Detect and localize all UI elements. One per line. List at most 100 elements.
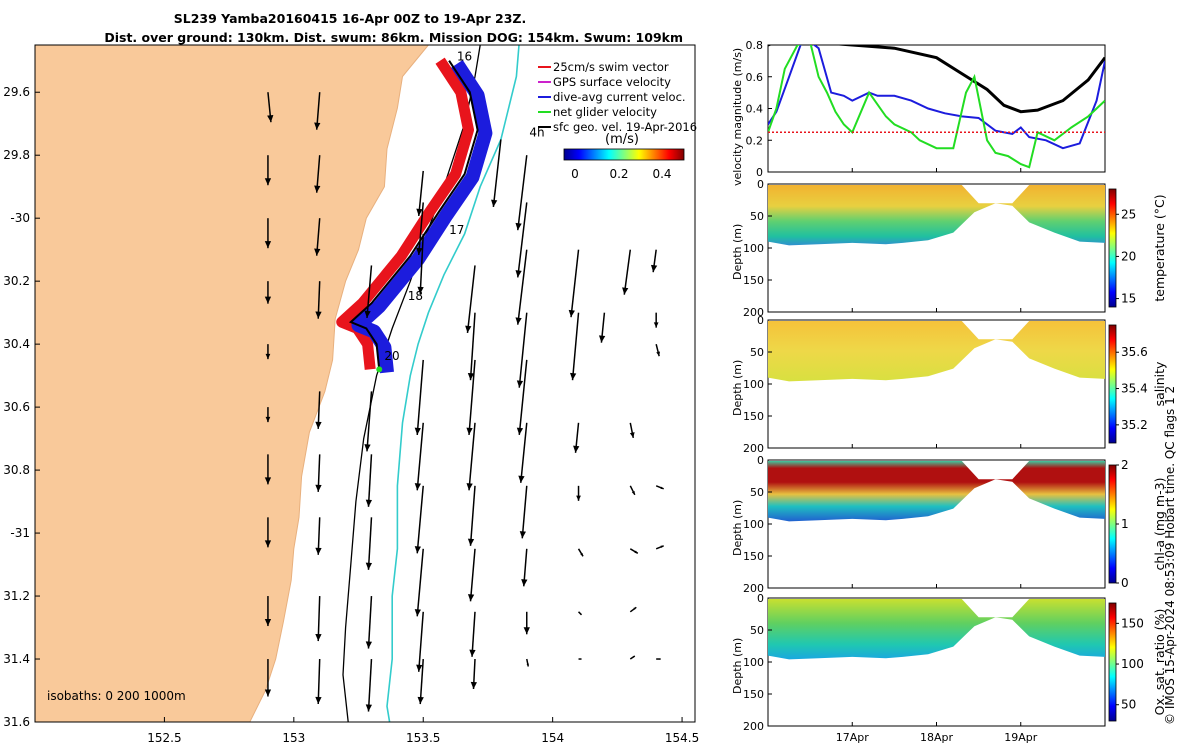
velocity-y-tick-label: 0.8 (746, 39, 764, 52)
section-y-tick-label: 200 (743, 306, 764, 319)
current-vector-arrow (314, 218, 321, 256)
current-vector-arrow (655, 343, 661, 357)
current-vector-arrow (576, 485, 581, 501)
section-y-tick-label: 150 (743, 410, 764, 423)
current-vector-arrow (516, 359, 528, 435)
colorbar-tick-label: 35.4 (1121, 382, 1148, 396)
current-vector-arrow (364, 391, 373, 452)
current-vector-arrow (578, 658, 582, 660)
map-x-tick-label: 153 (282, 731, 305, 745)
map-y-tick-label: 31.6 (3, 715, 30, 729)
current-vector-arrow (265, 407, 271, 423)
section-y-tick-label: 100 (743, 242, 764, 255)
current-vector-arrow (650, 249, 658, 273)
velocity-y-tick-label: 0.2 (746, 134, 764, 147)
section-surface-gap (961, 185, 1030, 204)
current-vector-arrow (491, 139, 502, 208)
velocity-panel: 0 0.2 0.4 0.6 0.8 velocity magnitude (m/s) (731, 39, 1106, 186)
map-x-tick-label: 153.5 (406, 731, 440, 745)
section-y-tick-label: 150 (743, 550, 764, 563)
colorbar-label: Ox. sat. ratio (%) (1152, 609, 1167, 716)
velocity-series-diveavg (768, 45, 1105, 150)
current-vector-arrow (629, 548, 639, 554)
track-end-marker (376, 366, 383, 373)
current-vector-arrow (598, 312, 606, 343)
current-vector-arrow (414, 359, 424, 435)
current-vector-arrow (629, 422, 635, 439)
map-x-tick-label: 154 (541, 731, 564, 745)
section-data-field (768, 599, 1105, 660)
current-vector-arrow (315, 281, 322, 319)
current-vector-arrow (315, 454, 322, 492)
current-vector-arrow (264, 454, 272, 485)
section-y-tick-label: 100 (743, 378, 764, 391)
velocity-series-net (768, 45, 1105, 169)
current-vector-arrow (656, 658, 661, 660)
section-y-tick-label: 150 (743, 688, 764, 701)
map-panel: 152.5 153 153.5 154 154.5 29.6 29.8 -30 30.2 30.… (3, 44, 699, 745)
salinity-section: 0 50 100 150 200 Depth (m) 35.2 35.4 35.6 salinit… (731, 314, 1167, 455)
current-vector-arrow (265, 344, 271, 360)
colorbar-tick-label: 150 (1121, 616, 1144, 630)
current-vector-arrow (577, 611, 583, 616)
map-frame (34, 44, 696, 723)
colorbar-tick-label: 2 (1121, 458, 1129, 472)
section-ylabel: Depth (m) (731, 638, 744, 694)
current-vector-arrow (417, 658, 424, 705)
colorbar-label: chl-a (mg m-3) (1152, 478, 1167, 571)
isobath-1000m (386, 45, 520, 722)
current-vector-arrow (414, 485, 424, 554)
section-ylabel: Depth (m) (731, 500, 744, 556)
current-vector-arrow (469, 611, 476, 657)
time-tick-label: 19Apr (1004, 731, 1038, 744)
current-vector-arrow (629, 485, 636, 496)
track-day-label: 17 (449, 223, 464, 237)
map-y-tick-label: 30.4 (3, 337, 30, 351)
legend-dive-avg: dive-avg current veloc. (553, 90, 686, 104)
map-colorbar-gradient (563, 148, 685, 161)
colorbar-label: temperature (°C) (1152, 194, 1167, 301)
current-vector-arrow (515, 202, 528, 278)
track-day-label: 18 (408, 289, 423, 303)
section-y-tick-label: 0 (757, 592, 764, 605)
current-vector-arrow (519, 485, 528, 539)
current-vector-arrow (414, 548, 424, 617)
current-vector-arrow (315, 517, 322, 555)
current-vectors (264, 92, 664, 712)
current-vector-arrow (518, 422, 528, 483)
legend-gps-velocity: GPS surface velocity (553, 75, 671, 89)
section-y-tick-label: 50 (750, 346, 764, 359)
current-vector-arrow (568, 249, 580, 318)
section-y-tick-label: 50 (750, 210, 764, 223)
current-vector-arrow (523, 611, 530, 635)
map-y-tick-label: 30.2 (3, 274, 30, 288)
current-vector-arrow (467, 548, 476, 602)
current-vector-arrow (466, 359, 476, 435)
current-vector-arrow (526, 658, 530, 667)
current-vector-arrow (414, 422, 424, 491)
current-vector-arrow (577, 548, 584, 557)
section-colorbar (1108, 188, 1117, 308)
map-colorbar-tick: 0.2 (609, 167, 628, 181)
map-y-tick-label: 30.8 (3, 463, 30, 477)
velocity-ylabel: velocity magnitude (m/s) (731, 48, 744, 186)
current-vector-arrow (521, 548, 528, 587)
section-data-field (768, 461, 1105, 522)
section-surface-gap (961, 321, 1030, 340)
copyright-notice: © IMOS 15-Apr-2024 08:53:09 Hobart time.… (1163, 385, 1177, 725)
colorbar-tick-label: 50 (1121, 698, 1136, 712)
temperature-section: 0 50 100 150 200 Depth (m) 15 20 25 temperature (… (731, 178, 1167, 319)
track-day-label: 16 (457, 50, 472, 64)
dive-avg-band (351, 60, 493, 374)
current-vector-arrow (365, 596, 373, 649)
colorbar-label: salinity (1152, 361, 1167, 406)
velocity-y-tick-label: 0.4 (746, 103, 764, 116)
velocity-series-sfc (768, 45, 1105, 114)
map-y-tick-label: 30.6 (3, 400, 30, 414)
map-x-tick-label: 154.5 (665, 731, 699, 745)
section-colorbar (1108, 464, 1117, 584)
section-y-tick-label: 50 (750, 486, 764, 499)
velocity-y-tick-label: 0 (756, 166, 763, 179)
map-colorbar-tick: 0 (571, 167, 579, 181)
current-vector-arrow (315, 596, 322, 642)
